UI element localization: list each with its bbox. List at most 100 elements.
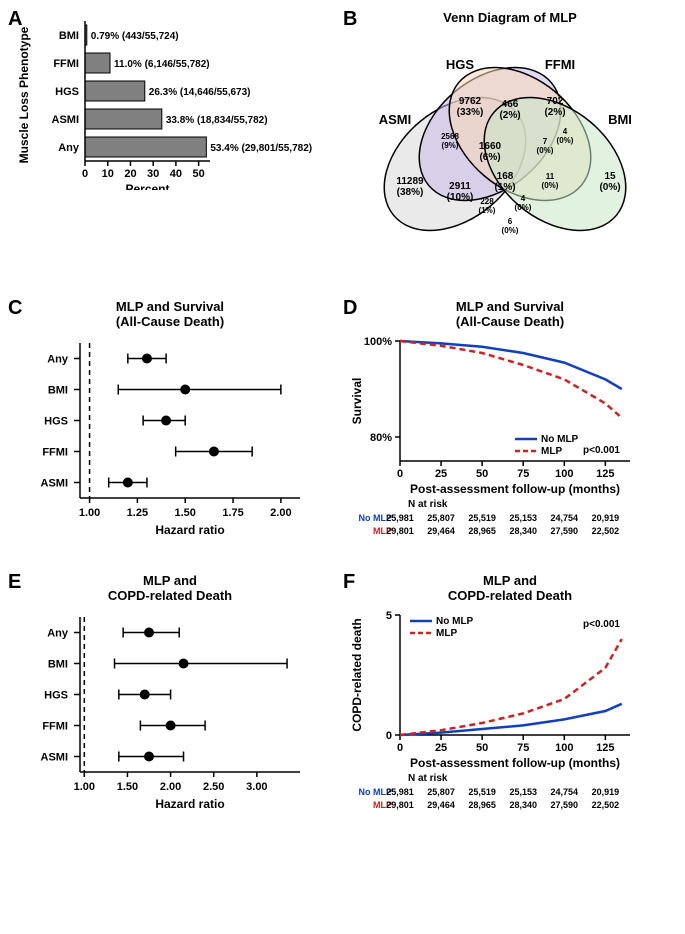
svg-text:MLP: MLP — [541, 446, 562, 457]
svg-text:ASMI: ASMI — [41, 478, 69, 490]
svg-text:ASMI: ASMI — [41, 752, 69, 764]
svg-text:24,754: 24,754 — [551, 787, 579, 797]
svg-text:HGS: HGS — [446, 57, 475, 72]
svg-text:0: 0 — [397, 742, 403, 754]
svg-text:29,801: 29,801 — [386, 526, 414, 536]
svg-text:20: 20 — [124, 168, 136, 180]
svg-text:25,519: 25,519 — [468, 787, 496, 797]
forest-e-svg: AnyBMIHGSFFMIASMI1.001.502.002.503.00Haz… — [10, 607, 330, 817]
svg-text:100: 100 — [555, 742, 573, 754]
svg-text:Muscle Loss Phenotype: Muscle Loss Phenotype — [17, 26, 31, 163]
svg-text:9762: 9762 — [459, 96, 482, 107]
svg-text:No MLP: No MLP — [436, 616, 474, 627]
panel-c-title: MLP and Survival (All-Cause Death) — [10, 299, 330, 329]
svg-text:168: 168 — [497, 171, 514, 182]
svg-text:22,502: 22,502 — [592, 800, 620, 810]
svg-text:BMI: BMI — [608, 112, 632, 127]
svg-text:MLP: MLP — [436, 628, 457, 639]
survival-d-svg: 80%100%0255075100125No MLPMLPp<0.001Post… — [345, 333, 675, 553]
svg-text:2.00: 2.00 — [270, 507, 291, 519]
svg-text:27,590: 27,590 — [551, 526, 579, 536]
svg-text:Percent: Percent — [125, 182, 169, 190]
svg-text:(0%): (0%) — [537, 146, 554, 155]
svg-text:28,340: 28,340 — [509, 526, 537, 536]
svg-text:Survival: Survival — [350, 378, 364, 425]
svg-text:COPD-related death: COPD-related death — [350, 618, 364, 731]
svg-text:25,519: 25,519 — [468, 513, 496, 523]
svg-text:Hazard ratio: Hazard ratio — [155, 523, 224, 537]
svg-text:100: 100 — [555, 468, 573, 480]
svg-text:FFMI: FFMI — [42, 721, 68, 733]
svg-text:11: 11 — [546, 172, 555, 181]
svg-text:29,464: 29,464 — [427, 800, 455, 810]
panel-e-forest: E MLP and COPD-related Death AnyBMIHGSFF… — [10, 573, 330, 827]
svg-text:Post-assessment follow-up (mon: Post-assessment follow-up (months) — [410, 482, 620, 496]
svg-text:50: 50 — [193, 168, 205, 180]
bar-chart-svg: BMI0.79% (443/55,724)FFMI11.0% (6,146/55… — [10, 10, 330, 190]
svg-text:25: 25 — [435, 468, 447, 480]
svg-text:5: 5 — [386, 610, 392, 622]
svg-text:HGS: HGS — [55, 86, 79, 98]
svg-text:1.00: 1.00 — [79, 507, 100, 519]
venn-title: Venn Diagram of MLP — [345, 10, 675, 25]
panel-label-c: C — [8, 297, 22, 320]
panel-f-title: MLP and COPD-related Death — [345, 573, 675, 603]
svg-text:2568: 2568 — [441, 132, 459, 141]
svg-text:(0%): (0%) — [599, 182, 620, 193]
svg-text:20,919: 20,919 — [592, 787, 620, 797]
svg-text:Any: Any — [58, 142, 80, 154]
svg-text:29,464: 29,464 — [427, 526, 455, 536]
svg-text:Post-assessment follow-up (mon: Post-assessment follow-up (months) — [410, 756, 620, 770]
svg-text:50: 50 — [476, 742, 488, 754]
svg-text:27,590: 27,590 — [551, 800, 579, 810]
panel-c-forest: C MLP and Survival (All-Cause Death) Any… — [10, 299, 330, 553]
svg-text:1.50: 1.50 — [175, 507, 196, 519]
svg-text:2.50: 2.50 — [203, 781, 224, 793]
svg-text:22,502: 22,502 — [592, 526, 620, 536]
svg-text:125: 125 — [596, 468, 614, 480]
svg-text:0: 0 — [82, 168, 88, 180]
svg-text:(0%): (0%) — [502, 226, 519, 235]
svg-text:75: 75 — [517, 468, 529, 480]
svg-text:15: 15 — [604, 171, 616, 182]
svg-text:75: 75 — [517, 742, 529, 754]
svg-text:ASMI: ASMI — [379, 112, 412, 127]
svg-text:28,965: 28,965 — [468, 800, 496, 810]
panel-a-bar-chart: A BMI0.79% (443/55,724)FFMI11.0% (6,146/… — [10, 10, 330, 279]
svg-text:25,981: 25,981 — [386, 513, 414, 523]
svg-text:1.25: 1.25 — [127, 507, 148, 519]
svg-text:Hazard ratio: Hazard ratio — [155, 797, 224, 811]
panel-d-survival: D MLP and Survival (All-Cause Death) 80%… — [345, 299, 675, 553]
svg-text:Any: Any — [47, 628, 69, 640]
svg-text:25: 25 — [435, 742, 447, 754]
svg-text:1.75: 1.75 — [222, 507, 243, 519]
svg-text:40: 40 — [170, 168, 182, 180]
svg-text:FFMI: FFMI — [42, 447, 68, 459]
svg-text:p<0.001: p<0.001 — [583, 619, 620, 630]
svg-text:6: 6 — [508, 217, 513, 226]
svg-text:FFMI: FFMI — [545, 57, 575, 72]
forest-c-svg: Any BMI HGS FFMI ASMI 1.00 1.25 1.50 1.75 2.00 Haz… — [10, 333, 330, 543]
svg-text:28,965: 28,965 — [468, 526, 496, 536]
svg-text:(33%): (33%) — [457, 107, 484, 118]
svg-text:Any: Any — [47, 354, 69, 366]
svg-text:1.00: 1.00 — [74, 781, 95, 793]
svg-text:25,153: 25,153 — [509, 787, 537, 797]
svg-text:25,153: 25,153 — [509, 513, 537, 523]
svg-text:24,754: 24,754 — [551, 513, 579, 523]
svg-text:(10%): (10%) — [447, 192, 474, 203]
svg-text:BMI: BMI — [48, 385, 68, 397]
svg-text:(0%): (0%) — [542, 181, 559, 190]
svg-text:100%: 100% — [364, 336, 392, 348]
svg-text:11289: 11289 — [396, 176, 424, 187]
svg-text:HGS: HGS — [44, 416, 68, 428]
svg-text:11.0% (6,146/55,782): 11.0% (6,146/55,782) — [114, 59, 210, 70]
svg-text:53.4% (29,801/55,782): 53.4% (29,801/55,782) — [210, 143, 312, 154]
svg-text:33.8% (18,834/55,782): 33.8% (18,834/55,782) — [166, 115, 268, 126]
svg-text:(1%): (1%) — [494, 182, 515, 193]
panel-f-cumulative: F MLP and COPD-related Death 05025507510… — [345, 573, 675, 827]
svg-text:HGS: HGS — [44, 690, 68, 702]
svg-text:0: 0 — [386, 730, 392, 742]
svg-text:29,801: 29,801 — [386, 800, 414, 810]
svg-text:1660: 1660 — [479, 141, 502, 152]
